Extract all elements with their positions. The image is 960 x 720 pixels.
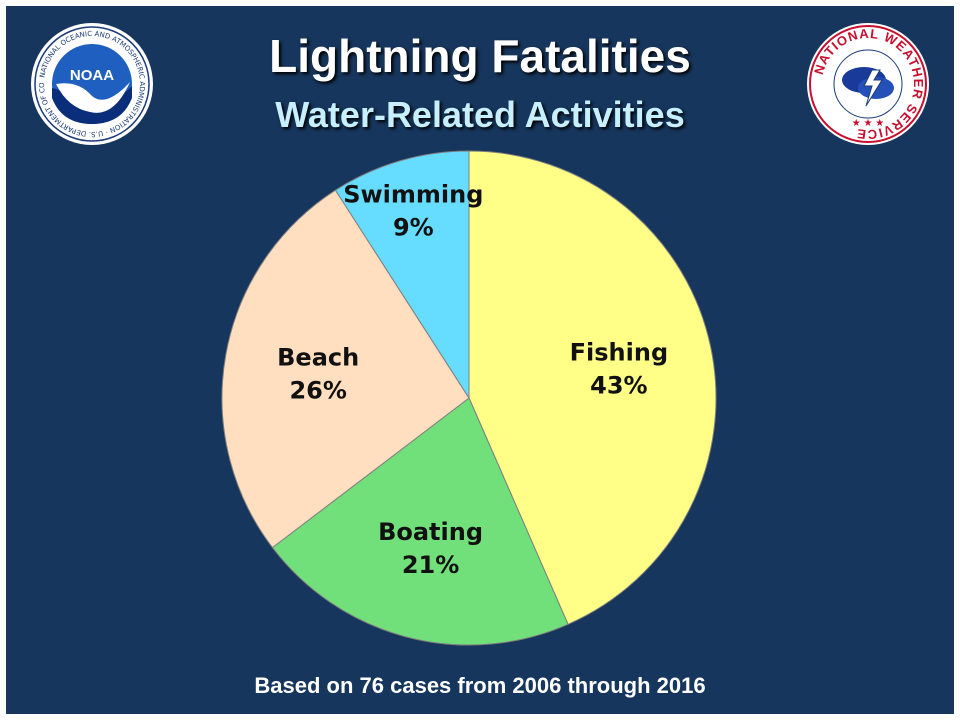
pie-slice-beach bbox=[221, 189, 470, 549]
slice-label-fishing: Fishing bbox=[570, 339, 668, 367]
slice-label-swimming: Swimming bbox=[343, 180, 483, 208]
slice-value-beach: 26% bbox=[289, 376, 346, 404]
slice-value-boating: 21% bbox=[402, 551, 459, 579]
pie-slice-fishing bbox=[468, 150, 717, 625]
slice-label-boating: Boating bbox=[378, 518, 483, 546]
chart-title: Lightning Fatalities bbox=[269, 30, 691, 82]
chart-subtitle: Water-Related Activities bbox=[275, 94, 685, 135]
slice-value-fishing: 43% bbox=[590, 372, 647, 400]
svg-text:NOAA: NOAA bbox=[70, 67, 114, 84]
national-weather-service-logo-icon: NATIONAL WEATHER SERVICE ★ ★ ★ bbox=[807, 23, 929, 145]
chart-footnote: Based on 76 cases from 2006 through 2016 bbox=[254, 673, 706, 698]
pie-slice-swimming bbox=[334, 150, 470, 400]
svg-text:★ ★ ★: ★ ★ ★ bbox=[852, 118, 884, 129]
slice-value-swimming: 9% bbox=[393, 213, 434, 241]
noaa-logo-icon: NATIONAL OCEANIC AND ATMOSPHERIC ADMINIS… bbox=[30, 22, 153, 145]
pie-slice-boating bbox=[271, 397, 569, 646]
slice-label-beach: Beach bbox=[277, 343, 359, 371]
